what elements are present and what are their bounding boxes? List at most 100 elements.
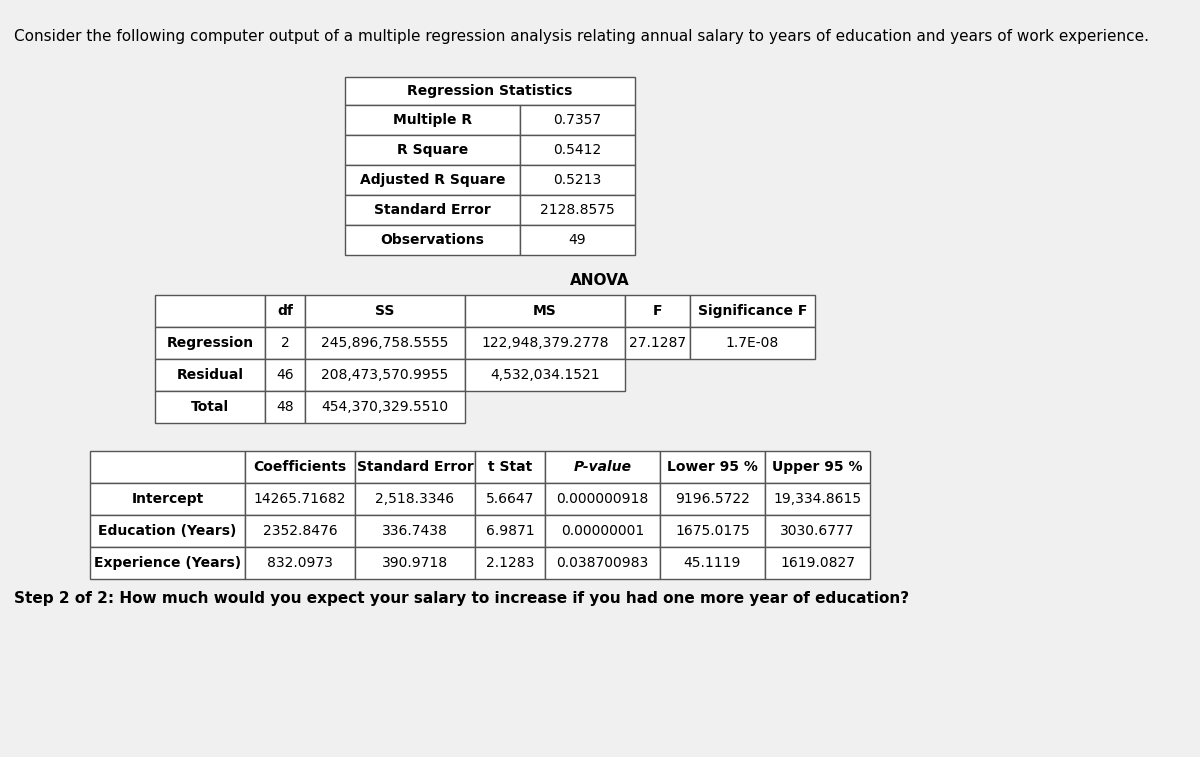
Text: 2: 2: [281, 336, 289, 350]
Text: 336.7438: 336.7438: [382, 524, 448, 538]
Bar: [90, 547, 245, 579]
Text: Intercept: Intercept: [131, 492, 204, 506]
Bar: [305, 327, 466, 359]
Text: 0.00000001: 0.00000001: [560, 524, 644, 538]
Text: Consider the following computer output of a multiple regression analysis relatin: Consider the following computer output o…: [14, 29, 1150, 44]
Bar: [520, 105, 635, 135]
Text: Experience (Years): Experience (Years): [94, 556, 241, 570]
Bar: [305, 391, 466, 423]
Bar: [520, 135, 635, 165]
Bar: [155, 327, 265, 359]
Bar: [520, 165, 635, 195]
Text: MS: MS: [533, 304, 557, 318]
Text: 0.5412: 0.5412: [553, 143, 601, 157]
Bar: [520, 225, 635, 255]
Text: 0.7357: 0.7357: [553, 113, 601, 127]
Text: 0.000000918: 0.000000918: [557, 492, 649, 506]
Text: P-value: P-value: [574, 460, 631, 474]
Bar: [355, 515, 475, 547]
Text: 6.9871: 6.9871: [486, 524, 534, 538]
Bar: [355, 547, 475, 579]
Text: 45.1119: 45.1119: [684, 556, 742, 570]
Bar: [90, 515, 245, 547]
Text: Residual: Residual: [176, 368, 244, 382]
Text: t Stat: t Stat: [488, 460, 532, 474]
Bar: [265, 295, 305, 327]
Text: Step 2 of 2: How much would you expect your salary to increase if you had one mo: Step 2 of 2: How much would you expect y…: [14, 591, 910, 606]
Bar: [466, 327, 625, 359]
Bar: [545, 451, 660, 483]
Text: 0.038700983: 0.038700983: [557, 556, 649, 570]
Text: Coefficients: Coefficients: [253, 460, 347, 474]
Text: 1619.0827: 1619.0827: [780, 556, 854, 570]
Text: Regression Statistics: Regression Statistics: [407, 84, 572, 98]
Bar: [355, 483, 475, 515]
Bar: [475, 515, 545, 547]
Bar: [660, 547, 766, 579]
Bar: [155, 359, 265, 391]
Bar: [346, 135, 520, 165]
Bar: [245, 451, 355, 483]
Text: 390.9718: 390.9718: [382, 556, 448, 570]
Text: Multiple R: Multiple R: [392, 113, 472, 127]
Text: Regression: Regression: [167, 336, 253, 350]
Bar: [766, 483, 870, 515]
Bar: [305, 295, 466, 327]
Text: Observations: Observations: [380, 233, 485, 247]
Bar: [155, 391, 265, 423]
Bar: [766, 547, 870, 579]
Text: Standard Error: Standard Error: [356, 460, 473, 474]
Text: 46: 46: [276, 368, 294, 382]
Bar: [346, 225, 520, 255]
Text: 27.1287: 27.1287: [629, 336, 686, 350]
Text: 1675.0175: 1675.0175: [676, 524, 750, 538]
Bar: [265, 359, 305, 391]
Bar: [466, 295, 625, 327]
Bar: [346, 105, 520, 135]
Text: Total: Total: [191, 400, 229, 414]
Text: ANOVA: ANOVA: [570, 273, 630, 288]
Text: 2352.8476: 2352.8476: [263, 524, 337, 538]
Bar: [155, 295, 265, 327]
Bar: [305, 359, 466, 391]
Text: SS: SS: [376, 304, 395, 318]
Text: 245,896,758.5555: 245,896,758.5555: [322, 336, 449, 350]
Bar: [265, 391, 305, 423]
Bar: [265, 327, 305, 359]
Text: 454,370,329.5510: 454,370,329.5510: [322, 400, 449, 414]
Text: 2,518.3346: 2,518.3346: [376, 492, 455, 506]
Bar: [90, 451, 245, 483]
Bar: [690, 295, 815, 327]
Text: R Square: R Square: [397, 143, 468, 157]
Bar: [520, 195, 635, 225]
Text: Adjusted R Square: Adjusted R Square: [360, 173, 505, 187]
Bar: [346, 195, 520, 225]
Bar: [475, 483, 545, 515]
Bar: [475, 547, 545, 579]
Bar: [766, 451, 870, 483]
Text: 208,473,570.9955: 208,473,570.9955: [322, 368, 449, 382]
Bar: [355, 451, 475, 483]
Text: 4,532,034.1521: 4,532,034.1521: [490, 368, 600, 382]
Text: 832.0973: 832.0973: [268, 556, 332, 570]
Bar: [245, 547, 355, 579]
Bar: [245, 483, 355, 515]
Bar: [90, 483, 245, 515]
Text: Standard Error: Standard Error: [374, 203, 491, 217]
Bar: [466, 359, 625, 391]
Text: 48: 48: [276, 400, 294, 414]
Bar: [766, 515, 870, 547]
Bar: [625, 295, 690, 327]
Text: 1.7E-08: 1.7E-08: [726, 336, 779, 350]
Bar: [660, 515, 766, 547]
Text: Education (Years): Education (Years): [98, 524, 236, 538]
Text: Upper 95 %: Upper 95 %: [773, 460, 863, 474]
Text: F: F: [653, 304, 662, 318]
Text: 19,334.8615: 19,334.8615: [774, 492, 862, 506]
Text: 3030.6777: 3030.6777: [780, 524, 854, 538]
Text: 5.6647: 5.6647: [486, 492, 534, 506]
Bar: [545, 483, 660, 515]
Text: 2128.8575: 2128.8575: [540, 203, 614, 217]
Bar: [346, 77, 635, 105]
Bar: [346, 165, 520, 195]
